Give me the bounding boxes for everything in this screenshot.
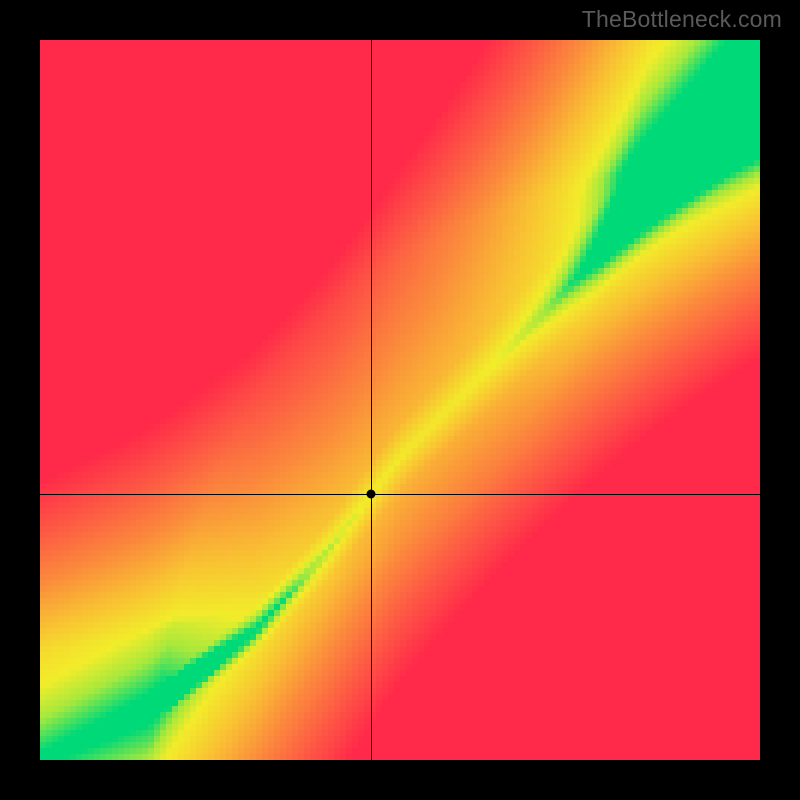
- crosshair-marker: [367, 489, 376, 498]
- heatmap-canvas: [40, 40, 760, 760]
- crosshair-vertical: [371, 40, 372, 760]
- watermark-text: TheBottleneck.com: [582, 6, 782, 33]
- crosshair-horizontal: [40, 494, 760, 495]
- heatmap-plot: [40, 40, 760, 760]
